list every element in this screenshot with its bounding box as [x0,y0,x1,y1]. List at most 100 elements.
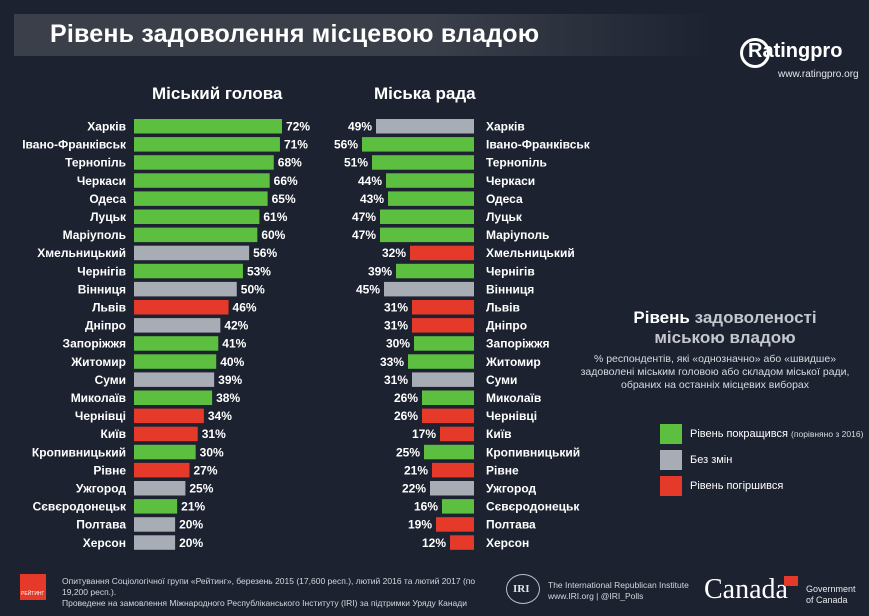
mayor-bar [134,499,178,514]
council-category-label: Тернопіль [486,156,547,170]
mayor-category-label: Чернігів [77,264,126,278]
chart-title-council: Міська рада [374,84,476,103]
government-of-canada: Government of Canada [806,584,856,606]
council-value-label: 12% [422,536,446,550]
council-category-label: Одеса [486,192,523,206]
footer-line-1: Опитування Соціологічної групи «Рейтинг»… [62,576,476,597]
council-bar [440,426,474,442]
council-value-label: 39% [368,264,392,278]
iri-line-2: www.IRI.org | @IRI_Polls [548,591,644,601]
council-bar [380,227,474,243]
legend-note-improved: (порівняно з 2016) [791,429,864,439]
council-bar [414,336,474,351]
mayor-category-label: Житомир [70,355,126,369]
council-value-label: 22% [402,482,426,496]
council-bar [422,390,474,405]
mayor-bar [134,517,176,532]
council-bar [408,354,474,369]
council-category-label: Миколаїв [486,391,541,405]
council-category-label: Кропивницький [486,445,580,459]
canada-wordmark: Canada [704,574,788,605]
mayor-bar [134,354,217,369]
council-value-label: 19% [408,518,432,532]
mayor-value-label: 27% [194,463,218,477]
mayor-value-label: 42% [224,319,248,333]
council-bar [450,535,474,550]
mayor-category-label: Ужгород [76,482,126,496]
council-category-label: Харків [486,120,525,134]
brand-logo: Ratingpro www.ratingpro.org [740,38,859,84]
footer-source: Опитування Соціологічної групи «Рейтинг»… [62,576,492,609]
council-value-label: 32% [382,246,406,260]
legend-label-unchanged: Без змін [690,454,733,466]
council-bar [372,155,474,170]
iri-logo-text: IRI [513,583,530,595]
mayor-bar [134,137,280,152]
council-value-label: 30% [386,337,410,351]
mayor-value-label: 60% [261,228,285,242]
council-category-label: Київ [486,427,511,441]
council-category-label: Дніпро [486,319,527,333]
council-category-label: Рівне [486,463,519,477]
mayor-bar [134,281,237,297]
council-bar [424,444,474,460]
mayor-bar [134,227,258,243]
mayor-category-label: Луцьк [90,210,127,224]
mayor-bar [134,209,260,224]
council-bar [422,408,474,424]
mayor-value-label: 56% [253,246,277,260]
mayor-category-label: Львів [92,301,126,315]
mayor-bar [134,462,190,478]
mayor-bar [134,300,229,315]
council-category-label: Суми [486,373,517,387]
mayor-category-label: Миколаїв [71,391,126,405]
mayor-category-label: Кропивницький [32,445,126,459]
council-category-label: Чернігів [486,264,535,278]
council-value-label: 47% [352,228,376,242]
council-value-label: 49% [348,120,372,134]
legend-swatch-worsened [660,476,682,496]
mayor-bar [134,318,221,333]
council-category-label: Маріуполь [486,228,549,242]
mayor-category-label: Хмельницький [37,246,126,260]
title-banner [14,14,714,56]
iri-logo: IRI [506,574,540,604]
council-bar [384,281,474,297]
council-value-label: 26% [394,409,418,423]
mayor-value-label: 72% [286,120,310,134]
council-category-label: Запоріжжя [486,337,549,351]
council-bar [412,372,474,387]
legend-heading-grey: задоволеності міською владою [654,308,817,347]
rating-logo: РЕЙТИНГ [20,574,46,600]
mayor-bar [134,408,204,424]
mayor-value-label: 71% [284,138,308,152]
iri-text: The International Republican Institute w… [548,580,689,602]
council-bar [380,209,474,224]
mayor-bar [134,535,176,550]
council-value-label: 47% [352,210,376,224]
council-category-label: Херсон [486,536,529,550]
mayor-category-label: Київ [101,427,126,441]
council-bar [412,318,474,333]
council-value-label: 33% [380,355,404,369]
council-category-label: Львів [486,301,520,315]
legend-heading-white: Рівень [633,308,690,327]
mayor-bar [134,426,198,442]
legend-label-improved: Рівень покращився (порівняно з 2016) [690,428,863,440]
mayor-value-label: 68% [278,156,302,170]
mayor-category-label: Тернопіль [65,156,126,170]
rating-logo-text: РЕЙТИНГ [21,591,45,597]
legend-heading: Рівень задоволеності міською владою [620,308,830,348]
council-value-label: 26% [394,391,418,405]
mayor-value-label: 50% [241,282,265,296]
council-bar [442,499,474,514]
council-value-label: 56% [334,138,358,152]
mayor-value-label: 66% [274,174,298,188]
council-bar [412,300,474,315]
mayor-value-label: 53% [247,264,271,278]
council-category-label: Луцьк [486,210,523,224]
mayor-value-label: 38% [216,391,240,405]
council-bar [430,481,474,496]
chart-title-mayor: Міський голова [152,84,283,103]
council-value-label: 44% [358,174,382,188]
